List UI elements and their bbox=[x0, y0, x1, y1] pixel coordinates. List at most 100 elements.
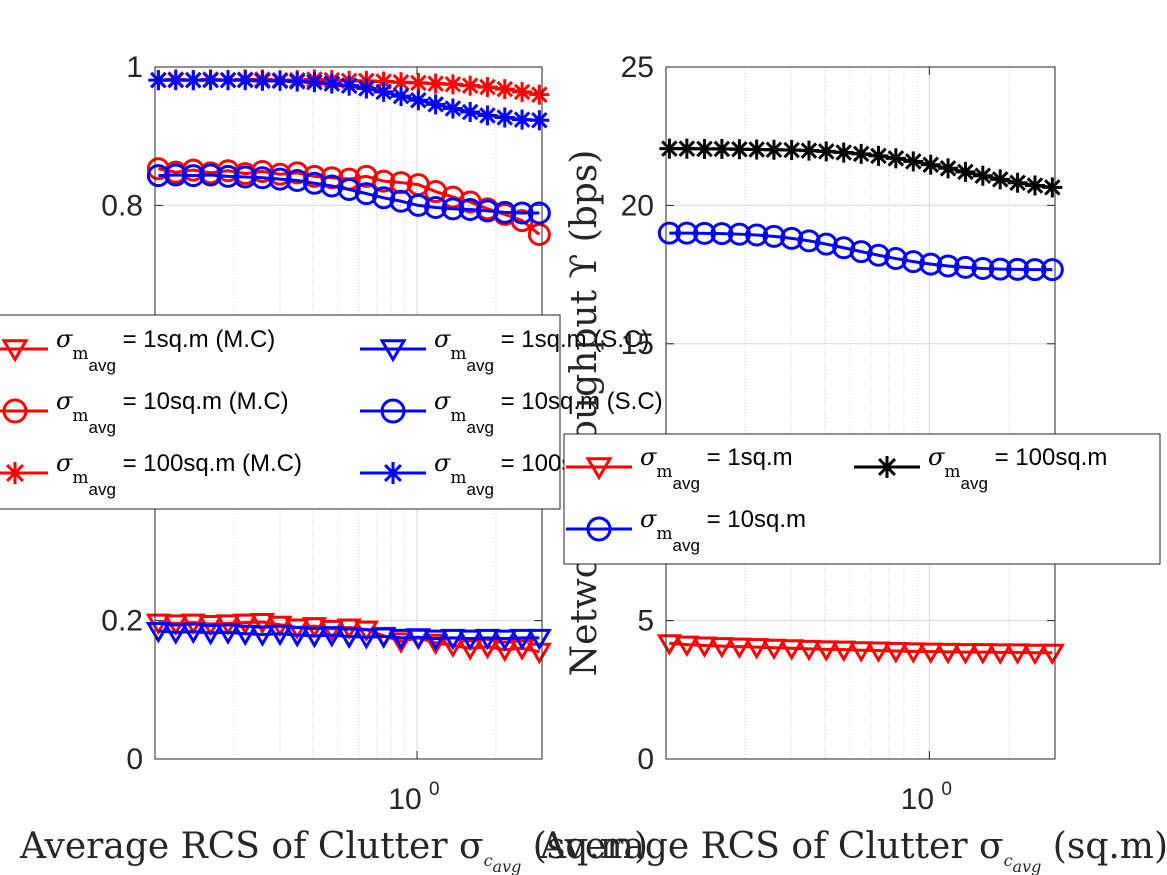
data-point bbox=[727, 222, 751, 246]
right-legend: σmavg = 1sq.m σmavg = 10sq.m σmavg = 100sq… bbox=[563, 433, 1161, 565]
legend-marker bbox=[2, 398, 28, 424]
data-point bbox=[233, 165, 257, 189]
data-point bbox=[797, 229, 821, 253]
data-point bbox=[691, 636, 718, 658]
data-point bbox=[798, 140, 819, 161]
data-point bbox=[373, 81, 394, 102]
series-1 bbox=[657, 221, 1064, 282]
data-point bbox=[442, 98, 463, 119]
data-point bbox=[354, 182, 378, 206]
data-point bbox=[526, 642, 552, 665]
data-point bbox=[675, 221, 699, 245]
data-point bbox=[779, 639, 805, 661]
data-point bbox=[440, 628, 466, 651]
data-point bbox=[935, 642, 961, 665]
right-x-axis-label: Average RCS of Clutter σcavg (sq.m) bbox=[539, 826, 1167, 875]
data-point bbox=[953, 255, 977, 279]
data-point bbox=[442, 74, 463, 95]
legend-label: σmavg = 100sq.m (M.C) bbox=[56, 449, 302, 499]
x-tick-exponent: 0 bbox=[429, 779, 440, 800]
data-point bbox=[249, 612, 276, 635]
data-point bbox=[304, 72, 325, 93]
data-point bbox=[936, 254, 960, 278]
data-point bbox=[903, 151, 924, 172]
data-point bbox=[474, 628, 501, 651]
data-point bbox=[676, 138, 697, 159]
data-point bbox=[918, 642, 944, 665]
data-point bbox=[371, 627, 397, 649]
y-tick-label: 15 bbox=[621, 328, 654, 361]
x-tick-label: 10 bbox=[901, 783, 934, 816]
data-point bbox=[900, 642, 926, 664]
data-point bbox=[372, 169, 396, 193]
data-point bbox=[674, 635, 700, 658]
x-tick-label: 10 bbox=[388, 783, 421, 816]
legend-box bbox=[0, 314, 561, 510]
legend-entry: σmavg = 1sq.m bbox=[566, 443, 793, 493]
data-point bbox=[164, 163, 188, 187]
data-point bbox=[1024, 175, 1045, 196]
data-point bbox=[761, 638, 787, 661]
y-tick-label: 5 bbox=[637, 605, 654, 638]
data-point bbox=[218, 70, 239, 91]
left-x-axis-label: Average RCS of Clutter σcavg (sq.m) bbox=[19, 826, 648, 875]
legend-marker bbox=[379, 339, 407, 363]
data-point bbox=[441, 197, 465, 221]
data-point bbox=[145, 621, 171, 644]
data-point bbox=[971, 257, 995, 281]
data-point bbox=[1007, 172, 1028, 193]
data-point bbox=[215, 623, 241, 645]
series-line bbox=[669, 231, 1053, 272]
data-point bbox=[866, 243, 890, 267]
data-point bbox=[321, 73, 342, 94]
data-point bbox=[849, 240, 873, 264]
right-plot-frame bbox=[665, 66, 1056, 760]
data-point bbox=[729, 139, 750, 160]
data-point bbox=[657, 221, 681, 245]
data-point bbox=[475, 199, 499, 223]
left-x-ticks: 10 0 bbox=[388, 67, 440, 816]
data-point bbox=[938, 158, 959, 179]
data-point bbox=[833, 142, 854, 163]
right-x-ticks: 10 0 bbox=[901, 67, 952, 816]
series-line bbox=[158, 173, 540, 215]
data-point bbox=[457, 639, 483, 661]
data-point bbox=[319, 619, 345, 642]
data-point bbox=[987, 643, 1013, 665]
data-point bbox=[460, 101, 481, 122]
data-point bbox=[848, 641, 874, 663]
data-point bbox=[510, 201, 534, 225]
data-point bbox=[780, 226, 804, 250]
data-point bbox=[270, 70, 291, 91]
legend-entry: σmavg = 1sq.m (M.C) bbox=[0, 325, 275, 375]
legend-entry: σmavg = 10sq.m (M.C) bbox=[0, 387, 289, 437]
data-point bbox=[884, 247, 908, 271]
data-point bbox=[763, 139, 784, 160]
data-point bbox=[425, 73, 446, 94]
data-point bbox=[745, 223, 769, 247]
y-tick-label: 0.8 bbox=[101, 189, 143, 222]
data-point bbox=[656, 634, 683, 656]
data-point bbox=[389, 189, 413, 213]
legend-marker bbox=[585, 457, 613, 481]
data-point bbox=[970, 643, 996, 665]
data-point bbox=[250, 166, 274, 190]
y-tick-label: 20 bbox=[621, 189, 654, 222]
data-point bbox=[711, 138, 732, 159]
data-point bbox=[509, 639, 535, 661]
data-point bbox=[744, 638, 770, 660]
y-tick-label: 25 bbox=[621, 51, 654, 84]
data-point bbox=[494, 107, 515, 128]
data-point bbox=[952, 643, 979, 665]
data-point bbox=[919, 252, 943, 276]
right-y-ticks: 0 5 15 20 25 bbox=[621, 51, 1055, 776]
y-tick-label: 0.2 bbox=[101, 605, 143, 638]
data-point bbox=[372, 186, 396, 210]
data-point bbox=[694, 138, 715, 159]
data-point bbox=[424, 195, 448, 219]
left-chart-panel: 0 0.2 0.8 1 10 0 σmavg = 1sq.m (M.C) σmavg = … bbox=[0, 51, 676, 875]
series-4 bbox=[146, 163, 551, 225]
legend-entry: σmavg = 100sq.m (M.C) bbox=[0, 449, 302, 499]
